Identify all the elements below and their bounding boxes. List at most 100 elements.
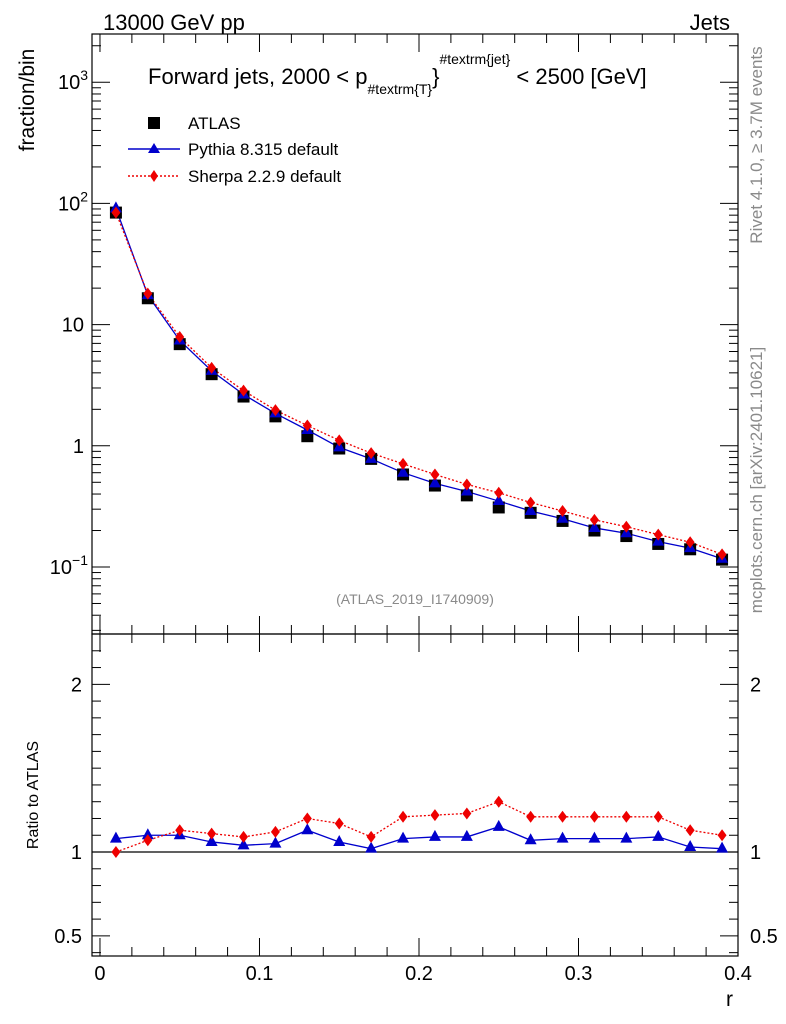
energy-label: 13000 GeV pp — [103, 10, 245, 35]
ratio-sherpa-point — [398, 810, 408, 823]
ratio-pythia-point — [428, 829, 441, 841]
sherpa-point — [589, 513, 599, 526]
sherpa-point — [685, 536, 695, 549]
legend-atlas-label: ATLAS — [188, 114, 241, 133]
ratio-ytick-label: 1 — [71, 842, 82, 864]
ratio-sherpa-point — [653, 810, 663, 823]
main-series-layer — [109, 201, 729, 566]
ratio-pythia-point — [684, 839, 697, 851]
sherpa-point — [494, 486, 504, 499]
legend-atlas-marker — [148, 117, 160, 129]
ratio-sherpa-point — [430, 809, 440, 822]
ratio-pythia-point — [492, 819, 505, 831]
ratio-pythia-point — [716, 841, 729, 853]
ratio-pythia-line — [115, 826, 723, 850]
sherpa-point — [430, 468, 440, 481]
sherpa-point — [558, 504, 568, 517]
sherpa-point — [207, 361, 217, 374]
ratio-xtick-label: 0.1 — [246, 963, 274, 985]
ratio-sherpa-point — [143, 834, 153, 847]
ratio-pythia-point — [301, 823, 314, 835]
title-superscript: #textrm{jet} — [439, 51, 510, 67]
ratio-pythia-point — [460, 829, 473, 841]
ratio-xtick-label: 0.4 — [724, 963, 752, 985]
sherpa-line — [115, 212, 723, 556]
main-title: Forward jets, 2000 < p#textrm{T}}#textrm… — [148, 51, 647, 97]
ratio-sherpa-point — [175, 824, 185, 837]
sherpa-point — [653, 528, 663, 541]
sherpa-point — [334, 434, 344, 447]
legend: ATLAS Pythia 8.315 default Sherpa 2.2.9 … — [128, 114, 341, 186]
sherpa-point — [302, 419, 312, 432]
ratio-xtick-label: 0.3 — [565, 963, 593, 985]
ratio-ytick-label: 0.5 — [54, 926, 82, 948]
pythia-point — [556, 511, 569, 523]
sherpa-point — [239, 384, 249, 397]
legend-sherpa-label: Sherpa 2.2.9 default — [188, 167, 341, 186]
ratio-pythia-point — [109, 831, 122, 843]
ratio-pythia-point — [556, 831, 569, 843]
ratio-pythia-point — [620, 831, 633, 843]
ratio-axis-ticks: 0 0.1 0.2 0.3 0.4 0.5 0.5 1 1 2 2 — [54, 634, 778, 985]
sherpa-point — [462, 478, 472, 491]
ratio-pythia-point — [141, 828, 154, 840]
legend-sherpa-marker — [150, 170, 158, 182]
main-ylabel: fraction/bin — [16, 49, 39, 152]
pythia-point — [397, 465, 410, 477]
title-subscript: #textrm{T} — [368, 81, 433, 97]
ratio-ytick-label-right: 0.5 — [750, 926, 778, 948]
sherpa-point — [143, 287, 153, 300]
ratio-sherpa-point — [207, 827, 217, 840]
mcplots-label: mcplots.cern.ch [arXiv:2401.10621] — [747, 347, 766, 613]
title-text: Forward jets, 2000 < p — [148, 64, 368, 89]
main-ytick-label: 102 — [58, 188, 88, 215]
ratio-pythia-point — [652, 829, 665, 841]
ratio-sherpa-point — [558, 810, 568, 823]
ratio-sherpa-point — [302, 812, 312, 825]
ratio-sherpa-point — [685, 824, 695, 837]
ratio-sherpa-point — [462, 807, 472, 820]
ratio-pythia-point — [237, 838, 250, 850]
main-ytick-label: 10 — [62, 315, 84, 337]
pythia-point — [428, 476, 441, 488]
legend-pythia-marker — [148, 143, 160, 153]
ratio-panel-frame — [91, 633, 739, 957]
sherpa-point — [717, 548, 727, 561]
ratio-ytick-label-right: 1 — [750, 842, 761, 864]
ratio-sherpa-point — [494, 795, 504, 808]
ratio-pythia-point — [365, 841, 378, 853]
main-ytick-label: 10−1 — [50, 552, 88, 579]
process-label: Jets — [690, 10, 730, 35]
rivet-label: Rivet 4.1.0, ≥ 3.7M events — [747, 46, 766, 243]
ratio-ytick-label: 2 — [71, 674, 82, 696]
sherpa-point — [621, 520, 631, 533]
sherpa-point — [366, 447, 376, 460]
sherpa-point — [270, 404, 280, 417]
ratio-sherpa-point — [717, 829, 727, 842]
ratio-sherpa-point — [239, 830, 249, 843]
main-ytick-label: 1 — [73, 436, 84, 458]
ratio-sherpa-point — [589, 810, 599, 823]
ratio-ylabel: Ratio to ATLAS — [25, 741, 42, 849]
ratio-ytick-label-right: 2 — [750, 674, 761, 696]
ratio-pythia-point — [269, 836, 282, 848]
ratio-sherpa-point — [621, 810, 631, 823]
pythia-point — [492, 494, 505, 506]
pythia-point — [588, 520, 601, 532]
ratio-sherpa-point — [526, 810, 536, 823]
ratio-xtick-label: 0 — [94, 963, 105, 985]
pythia-line — [115, 208, 723, 560]
ratio-pythia-point — [333, 834, 346, 846]
ratio-pythia-point — [588, 831, 601, 843]
main-ytick-label: 103 — [58, 67, 88, 94]
sherpa-point — [175, 331, 185, 344]
ratio-sherpa-point — [270, 825, 280, 838]
xlabel: r — [726, 988, 733, 1011]
atlas-point — [492, 501, 505, 514]
ratio-pythia-point — [397, 831, 410, 843]
sherpa-point — [526, 496, 536, 509]
legend-pythia-label: Pythia 8.315 default — [188, 140, 339, 159]
ratio-pythia-point — [205, 834, 218, 846]
ratio-xtick-label: 0.2 — [405, 963, 433, 985]
